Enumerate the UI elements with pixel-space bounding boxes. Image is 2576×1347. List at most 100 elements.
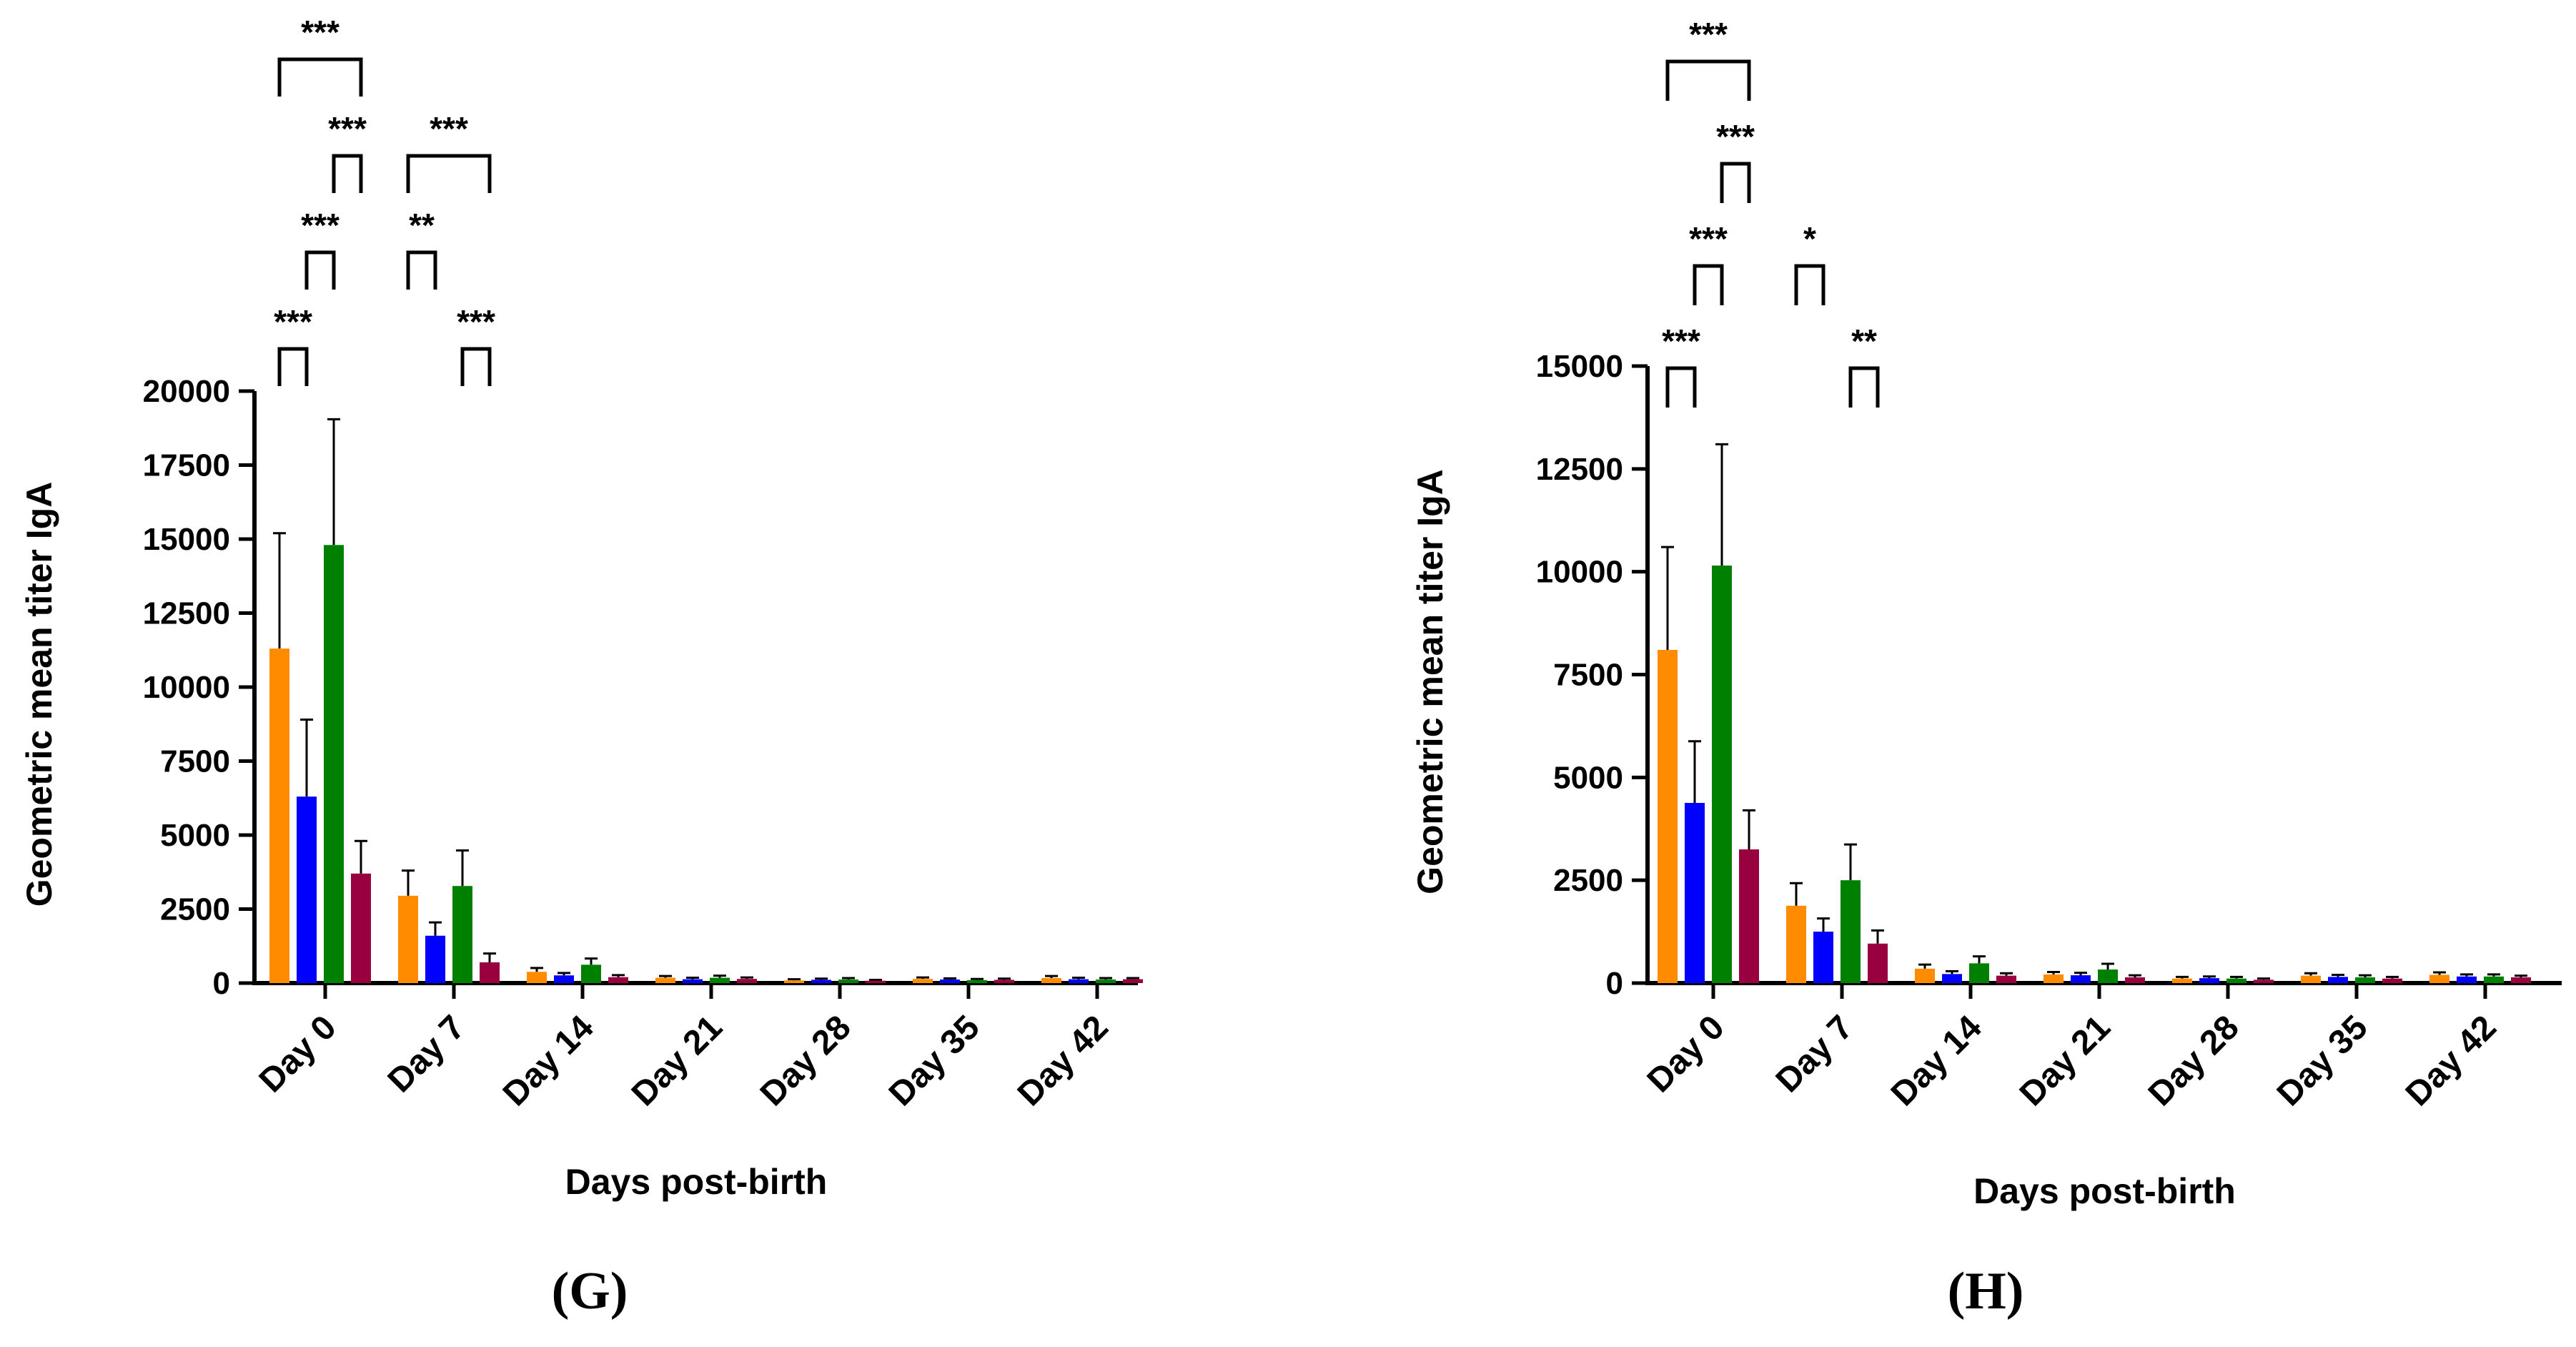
bar xyxy=(2328,977,2348,983)
y-tick-label: 2500 xyxy=(160,892,230,927)
significance-label: *** xyxy=(274,303,312,340)
x-tick-label: Day 42 xyxy=(1011,1008,1116,1113)
y-tick-label: 0 xyxy=(1606,966,1623,1001)
significance-label: *** xyxy=(301,207,340,244)
bar xyxy=(1996,975,2016,983)
bar xyxy=(324,545,344,983)
significance-label: *** xyxy=(1662,322,1700,360)
significance-label: ** xyxy=(409,207,435,244)
x-tick-label: Day 28 xyxy=(2141,1008,2246,1113)
bar xyxy=(2226,978,2246,983)
y-axis-title: Geometric mean titer IgA xyxy=(1410,469,1450,894)
significance-bracket xyxy=(277,347,309,386)
bar xyxy=(2254,980,2274,983)
bar xyxy=(1915,968,1935,983)
bar xyxy=(2199,978,2219,983)
significance-label: *** xyxy=(1716,118,1755,155)
bar xyxy=(527,972,547,983)
bar xyxy=(1786,905,1806,983)
significance-bracket xyxy=(460,347,492,386)
y-tick-label: 12500 xyxy=(1536,452,1623,487)
bar xyxy=(608,977,628,983)
x-tick-label: Day 14 xyxy=(496,1008,601,1113)
significance-bracket xyxy=(1665,59,1751,101)
y-tick-label: 17500 xyxy=(143,448,230,483)
significance-label: *** xyxy=(1689,220,1728,257)
bar xyxy=(398,895,418,983)
bar xyxy=(1658,649,1678,983)
significance-bracket xyxy=(1693,264,1724,305)
x-tick-label: Day 0 xyxy=(1640,1008,1732,1100)
bar xyxy=(1868,943,1888,983)
bar xyxy=(554,975,574,983)
chart-panel-h: 0 2500 5000 7500 10000 12500 15000 Geometric me… xyxy=(1410,16,2562,1211)
bar xyxy=(480,962,500,983)
bar xyxy=(683,979,703,983)
y-tick-label: 7500 xyxy=(160,744,230,779)
bar xyxy=(297,796,317,983)
bar xyxy=(866,980,886,983)
y-tick-label: 20000 xyxy=(143,374,230,409)
y-tick-label: 2500 xyxy=(1553,863,1623,898)
bar xyxy=(1942,974,1962,983)
bar xyxy=(1813,932,1833,983)
bar xyxy=(784,980,804,983)
bar xyxy=(913,979,933,983)
y-tick-label: 5000 xyxy=(160,818,230,853)
significance-bracket xyxy=(1794,264,1826,305)
chart-panel-g: 0 2500 5000 7500 10000 12500 15000 17500 20000 Ge… xyxy=(19,14,1143,1202)
bar xyxy=(2382,978,2402,983)
significance-bracket xyxy=(332,154,363,193)
x-tick-label: Day 28 xyxy=(753,1008,858,1113)
x-tick-label: Day 7 xyxy=(1769,1008,1861,1100)
bar xyxy=(655,977,675,983)
x-axis-title: Days post-birth xyxy=(1973,1171,2236,1211)
bar xyxy=(811,980,831,983)
bar xyxy=(2125,977,2145,983)
bar xyxy=(710,977,730,983)
significance-bracket xyxy=(406,250,437,290)
bar xyxy=(2355,977,2375,983)
y-tick-label: 15000 xyxy=(143,522,230,557)
y-tick-label: 5000 xyxy=(1553,760,1623,795)
bar xyxy=(1041,977,1061,983)
x-axis-title: Days post-birth xyxy=(565,1162,828,1202)
bar xyxy=(737,979,757,983)
bar xyxy=(351,873,371,983)
bar xyxy=(425,935,445,983)
panel-label-g: (G) xyxy=(552,1262,628,1321)
bar xyxy=(1739,849,1759,983)
significance-label: ** xyxy=(1851,322,1877,360)
y-tick-label: 7500 xyxy=(1553,658,1623,693)
bar xyxy=(2071,975,2091,983)
y-axis-title: Geometric mean titer IgA xyxy=(19,482,59,907)
bar xyxy=(2301,975,2321,983)
bar xyxy=(2511,977,2531,983)
bar xyxy=(2044,974,2064,983)
bar xyxy=(940,980,960,983)
significance-label: *** xyxy=(1689,16,1728,53)
bar xyxy=(1685,803,1705,983)
bar xyxy=(2429,975,2449,983)
bar xyxy=(994,980,1014,983)
bar xyxy=(1841,880,1861,983)
x-tick-label: Day 42 xyxy=(2399,1008,2504,1113)
bar xyxy=(2172,978,2192,983)
bar xyxy=(1096,980,1116,983)
bar xyxy=(1123,979,1143,983)
bar xyxy=(2457,976,2477,983)
significance-bracket xyxy=(277,57,363,97)
y-tick-label: 10000 xyxy=(1536,555,1623,590)
y-tick-label: 10000 xyxy=(143,670,230,705)
bar xyxy=(2484,976,2504,983)
bar xyxy=(269,648,289,983)
bar xyxy=(838,980,858,983)
significance-bracket xyxy=(1720,162,1751,203)
y-tick-label: 12500 xyxy=(143,596,230,631)
x-tick-label: Day 35 xyxy=(2270,1008,2375,1113)
bar xyxy=(2098,969,2118,983)
x-tick-label: Day 14 xyxy=(1884,1008,1989,1113)
significance-label: *** xyxy=(328,110,367,147)
bar xyxy=(1069,979,1089,983)
x-tick-label: Day 35 xyxy=(882,1008,987,1113)
